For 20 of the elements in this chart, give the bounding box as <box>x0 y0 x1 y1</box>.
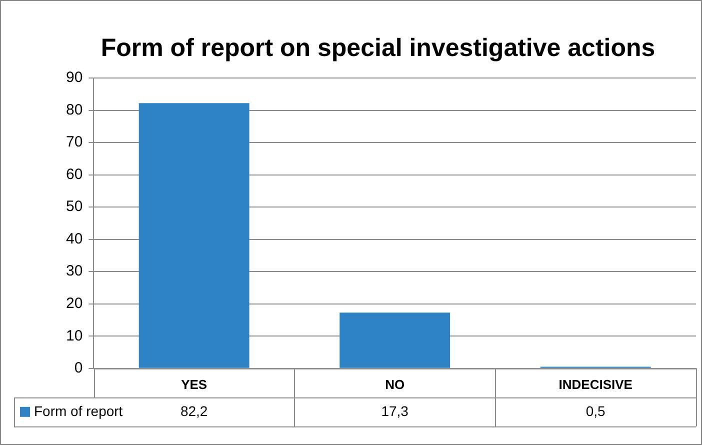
chart-title: Form of report on special investigative actions <box>100 34 656 62</box>
legend-label: Form of report <box>34 402 123 419</box>
y-tick-label: 40 <box>66 230 83 248</box>
y-tick-label: 60 <box>66 166 83 183</box>
y-tick-label: 80 <box>66 101 83 118</box>
x-tick-label: NO <box>385 376 405 392</box>
y-tick-label: 30 <box>66 262 83 280</box>
y-tick-label: 70 <box>66 134 83 151</box>
y-tick-label: 50 <box>66 198 83 216</box>
data-label: 0,5 <box>586 402 606 419</box>
y-tick-label: 20 <box>66 295 83 312</box>
y-tick-label: 90 <box>66 69 83 86</box>
y-tick-label: 10 <box>66 327 83 344</box>
x-tick-label: INDECISIVE <box>558 376 633 392</box>
data-label: 82,2 <box>180 402 208 419</box>
data-label: 17,3 <box>381 402 409 419</box>
y-tick-label: 0 <box>74 360 83 377</box>
bar <box>340 312 450 368</box>
bar <box>138 103 250 368</box>
x-tick-label: YES <box>181 376 208 392</box>
